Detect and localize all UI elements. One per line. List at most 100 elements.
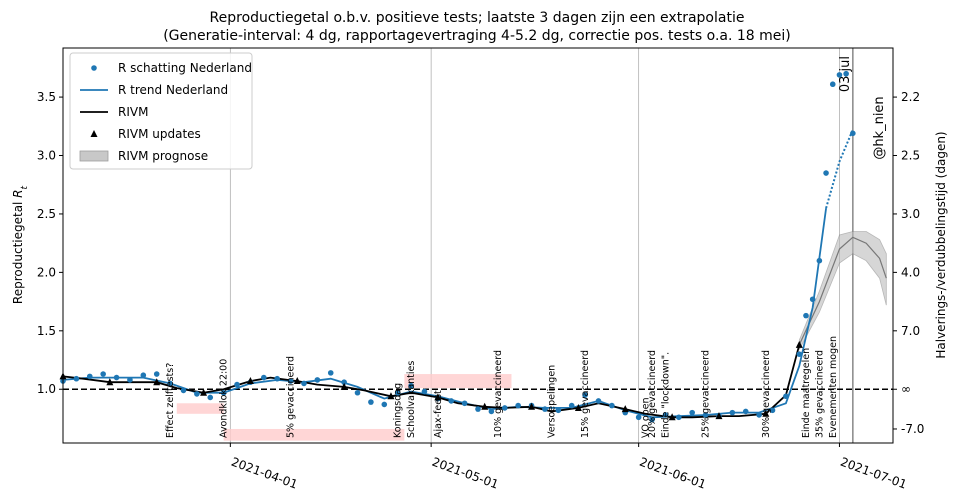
- event-label: Avondklok 22:00: [219, 359, 230, 438]
- prognosis-line: [798, 236, 887, 346]
- dot: [127, 377, 133, 383]
- dot: [515, 402, 521, 409]
- event-label: Schoolvakanties: [406, 361, 417, 438]
- dot: [394, 389, 401, 396]
- dot: [796, 351, 803, 357]
- y-tick-label: 1.5: [37, 324, 56, 338]
- dot: [140, 372, 147, 379]
- legend-label: RIVM prognose: [118, 149, 208, 163]
- dot: [595, 398, 602, 404]
- legend-swatch: [79, 150, 109, 162]
- y-label-sub: t: [20, 185, 30, 189]
- dot: [327, 370, 334, 376]
- event-label: 20% gevaccineerd: [647, 350, 658, 438]
- event-label: 30% gevaccineerd: [761, 350, 772, 438]
- dot: [153, 371, 160, 377]
- dot: [368, 399, 374, 405]
- y-tick-label: 2.0: [37, 265, 56, 279]
- dot: [475, 406, 481, 412]
- dot: [829, 81, 836, 88]
- dot: [207, 394, 214, 401]
- y2-tick-label: 3.0: [901, 207, 920, 221]
- y2-tick-label: 2.5: [901, 149, 920, 163]
- triangle: [574, 403, 582, 411]
- dot: [100, 371, 106, 377]
- y-tick-label: 1.0: [37, 382, 56, 396]
- dot: [729, 409, 736, 416]
- y-label-text: Reproductiegetal: [11, 198, 25, 304]
- event-label: Ajax-feest: [433, 390, 444, 438]
- legend-label: RIVM updates: [118, 127, 201, 141]
- y-tick-label: 3.5: [37, 90, 56, 104]
- y2-tick-label: -7.0: [901, 422, 924, 436]
- dot: [555, 407, 562, 414]
- dot: [568, 402, 575, 409]
- triangle: [715, 412, 723, 420]
- triangle: [434, 393, 442, 401]
- triangle: [106, 378, 114, 386]
- y2-tick-label: 7.0: [901, 324, 920, 338]
- dot: [381, 401, 388, 408]
- dot: [448, 398, 455, 404]
- dot: [180, 387, 187, 394]
- credit: @hk_nien: [872, 96, 887, 159]
- dot: [816, 257, 823, 264]
- dot: [836, 72, 843, 78]
- dot: [609, 402, 615, 409]
- y-axis-label: Reproductiegetal Rt: [11, 185, 30, 304]
- event-label: Effect zelftests?: [165, 363, 176, 438]
- dot: [421, 388, 428, 395]
- dot: [689, 409, 695, 416]
- dot: [488, 408, 495, 415]
- triangle: [762, 409, 770, 417]
- chart-subtitle: (Generatie-interval: 4 dg, rapportagever…: [163, 28, 791, 44]
- dot: [301, 380, 307, 387]
- trend-extrapolation: [825, 129, 854, 209]
- dot: [194, 391, 200, 397]
- event-label: Koningsdag: [393, 383, 404, 438]
- dot: [86, 373, 93, 380]
- event-label: 5% gevaccineerd: [286, 356, 297, 438]
- dot: [274, 375, 280, 382]
- dot: [809, 296, 816, 303]
- legend-label: R trend Nederland: [118, 83, 228, 97]
- event-span: [223, 428, 405, 441]
- dot: [341, 379, 347, 386]
- triangle: [246, 377, 254, 385]
- prognosis-band: [798, 231, 887, 350]
- y2-axis-label: Halverings-/verdubbelingstijd (dagen): [934, 131, 948, 358]
- dot: [167, 380, 173, 387]
- dot: [756, 412, 762, 418]
- y2-tick-label: 4.0: [901, 265, 920, 279]
- event-label: 10% gevaccineerd: [493, 350, 504, 438]
- dot: [823, 170, 829, 176]
- dot: [742, 408, 749, 415]
- dot: [850, 130, 856, 137]
- legend-label: RIVM: [118, 105, 148, 119]
- triangle: [153, 378, 161, 386]
- dot: [542, 406, 548, 412]
- event-span: [176, 403, 224, 414]
- event-label: Einde "lockdown".: [660, 352, 671, 438]
- dot: [843, 70, 849, 77]
- dot: [234, 381, 240, 388]
- dot: [783, 393, 789, 400]
- dot: [635, 414, 642, 421]
- dot: [220, 389, 227, 396]
- triangle: [387, 392, 395, 400]
- dot: [73, 375, 80, 382]
- event-label: Versoepelingen: [547, 365, 558, 438]
- legend-swatch: [91, 65, 97, 71]
- triangle: [668, 413, 676, 421]
- y-tick-label: 2.5: [37, 207, 56, 221]
- dot: [582, 392, 588, 398]
- triangle: [795, 340, 803, 348]
- legend-swatch: [90, 130, 98, 137]
- dot: [461, 400, 468, 407]
- event-label: 35% gevaccineerd: [814, 350, 825, 438]
- dot: [769, 407, 776, 414]
- event-label: 15% gevaccineerd: [580, 350, 591, 438]
- event-span: [404, 374, 512, 389]
- chart-title: Reproductiegetal o.b.v. positieve tests;…: [210, 10, 745, 26]
